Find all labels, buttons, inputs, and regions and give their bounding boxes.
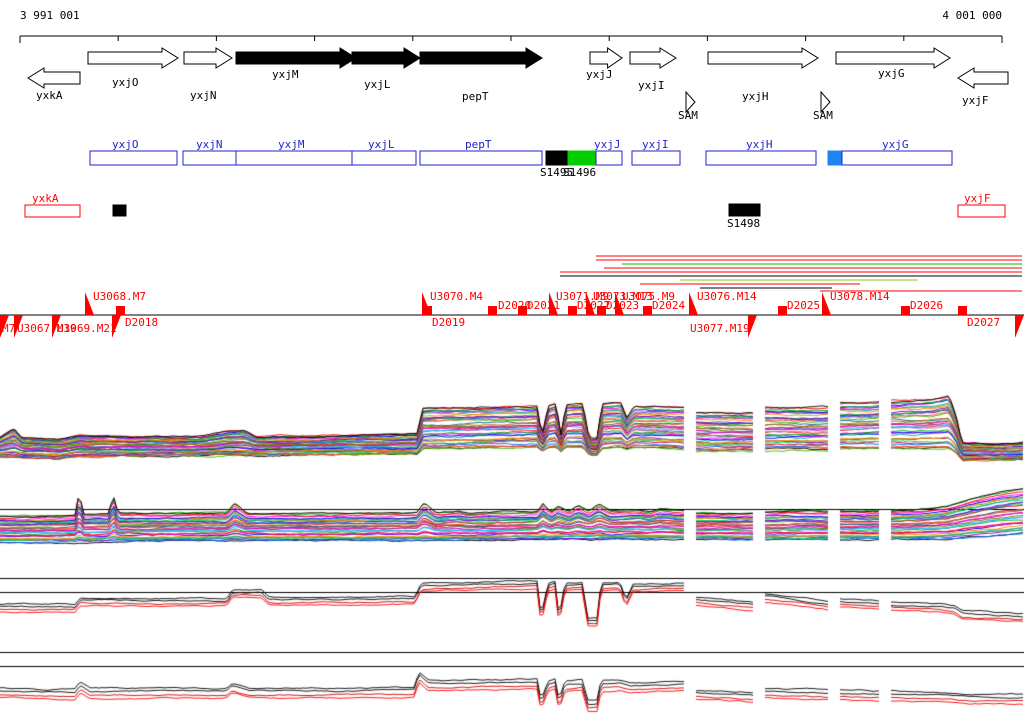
- feature-label-S1498: S1498: [727, 217, 760, 230]
- probe-square-icon[interactable]: [568, 306, 577, 315]
- feature-box-yxjJ[interactable]: [595, 150, 623, 166]
- feature-label-yxjF: yxjF: [964, 192, 991, 205]
- sam-label: SAM: [813, 109, 833, 122]
- probe-square-icon[interactable]: [778, 306, 787, 315]
- probe-label-D2026[interactable]: D2026: [910, 299, 943, 312]
- feature-label-pepT: pepT: [465, 138, 492, 151]
- gene-arrow-yxkA[interactable]: [27, 67, 81, 89]
- feature-box-yxjN[interactable]: [182, 150, 237, 166]
- feature-box-yxjF[interactable]: [957, 204, 1006, 218]
- probe-square-icon[interactable]: [597, 306, 606, 315]
- feature-label-yxjH: yxjH: [746, 138, 773, 151]
- probe-square-icon[interactable]: [488, 306, 497, 315]
- probe-label-D2024[interactable]: D2024: [652, 299, 685, 312]
- gene-label-yxjN: yxjN: [190, 89, 217, 102]
- probe-label-D2019[interactable]: D2019: [432, 316, 465, 329]
- feature-label-yxjI: yxjI: [642, 138, 669, 151]
- probe-label-U3069.M21[interactable]: U3069.M21: [57, 322, 117, 335]
- gene-label-pepT: pepT: [462, 90, 489, 103]
- gene-label-yxjJ: yxjJ: [586, 68, 613, 81]
- feature-label-yxjJ: yxjJ: [594, 138, 621, 151]
- feature-box-yxkA[interactable]: [24, 204, 81, 218]
- feature-box-segment[interactable]: [827, 150, 843, 166]
- gene-arrow-yxjG[interactable]: [835, 47, 951, 69]
- gene-label-yxjI: yxjI: [638, 79, 665, 92]
- feature-label-yxjN: yxjN: [196, 138, 223, 151]
- gene-label-yxjH: yxjH: [742, 90, 769, 103]
- probe-square-icon[interactable]: [643, 306, 652, 315]
- feature-box-pepT[interactable]: [419, 150, 543, 166]
- gene-arrow-yxjJ[interactable]: [589, 47, 623, 69]
- probe-label-U3068.M7[interactable]: U3068.M7: [93, 290, 146, 303]
- feature-label-yxjO: yxjO: [112, 138, 139, 151]
- feature-box-yxjG[interactable]: [841, 150, 953, 166]
- probe-square-icon[interactable]: [423, 306, 432, 315]
- probe-label-D2027[interactable]: D2027: [967, 316, 1000, 329]
- gene-arrow-yxjH[interactable]: [707, 47, 819, 69]
- probe-label-U3078.M14[interactable]: U3078.M14: [830, 290, 890, 303]
- feature-label-yxkA: yxkA: [32, 192, 59, 205]
- gene-label-yxjM: yxjM: [272, 68, 299, 81]
- gene-arrow-yxjO[interactable]: [87, 47, 179, 69]
- gene-label-yxjF: yxjF: [962, 94, 989, 107]
- probe-label-U3076.M14[interactable]: U3076.M14: [697, 290, 757, 303]
- feature-box-black-segment[interactable]: [112, 204, 127, 217]
- feature-box-yxjO[interactable]: [89, 150, 178, 166]
- probe-label-U3077.M19[interactable]: U3077.M19: [690, 322, 750, 335]
- gene-label-yxjL: yxjL: [364, 78, 391, 91]
- gene-arrow-yxjN[interactable]: [183, 47, 233, 69]
- feature-box-yxjL[interactable]: [351, 150, 417, 166]
- gene-arrow-yxjL[interactable]: [351, 47, 421, 69]
- probe-square-icon[interactable]: [116, 306, 125, 315]
- sam-label: SAM: [678, 109, 698, 122]
- probe-label-D2018[interactable]: D2018: [125, 316, 158, 329]
- gene-arrow-yxjF[interactable]: [957, 67, 1009, 89]
- gene-arrow-pepT[interactable]: [419, 47, 543, 69]
- feature-box-S1498[interactable]: [728, 203, 761, 217]
- probe-square-icon[interactable]: [958, 306, 967, 315]
- gene-label-yxkA: yxkA: [36, 89, 63, 102]
- probe-square-icon[interactable]: [901, 306, 910, 315]
- feature-label-yxjG: yxjG: [882, 138, 909, 151]
- probe-flag-down-icon[interactable]: [1015, 315, 1024, 338]
- feature-label-S1496: S1496: [563, 166, 596, 179]
- feature-box-S1496[interactable]: [567, 150, 597, 166]
- feature-label-yxjM: yxjM: [278, 138, 305, 151]
- feature-label-yxjL: yxjL: [368, 138, 395, 151]
- gene-label-yxjG: yxjG: [878, 67, 905, 80]
- gene-label-yxjO: yxjO: [112, 76, 139, 89]
- probe-label-D2025[interactable]: D2025: [787, 299, 820, 312]
- feature-box-S1495[interactable]: [545, 150, 569, 166]
- feature-box-yxjM[interactable]: [235, 150, 353, 166]
- probe-square-icon[interactable]: [518, 306, 527, 315]
- probe-label-M7[interactable]: M7: [2, 322, 15, 335]
- gene-arrow-yxjI[interactable]: [629, 47, 677, 69]
- gene-arrow-yxjM[interactable]: [235, 47, 357, 69]
- feature-box-yxjI[interactable]: [631, 150, 681, 166]
- probe-label-U3070.M4[interactable]: U3070.M4: [430, 290, 483, 303]
- feature-box-yxjH[interactable]: [705, 150, 817, 166]
